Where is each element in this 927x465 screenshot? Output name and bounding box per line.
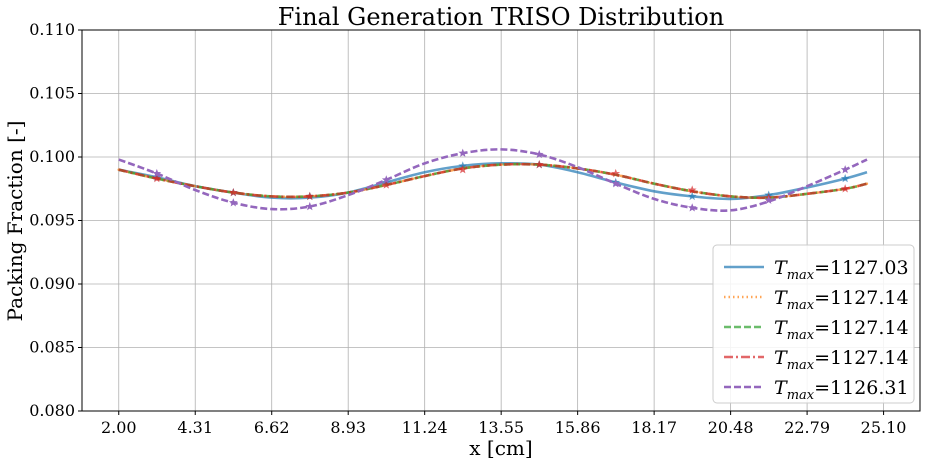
series-5-marker bbox=[840, 165, 850, 174]
legend-symbol: T bbox=[774, 317, 788, 339]
x-tick-label: 18.17 bbox=[631, 418, 677, 437]
x-tick-label: 25.10 bbox=[861, 418, 907, 437]
legend-subscript: max bbox=[787, 328, 815, 343]
series-4-marker bbox=[305, 191, 315, 201]
legend-entry-5: Tmax=1126.31 bbox=[774, 377, 909, 403]
series-4-marker bbox=[534, 160, 544, 169]
legend-entry-4: Tmax=1127.14 bbox=[774, 347, 909, 373]
legend-entry-2: Tmax=1127.14 bbox=[774, 287, 909, 313]
series-5-marker bbox=[152, 168, 162, 178]
x-tick-label: 13.55 bbox=[478, 418, 524, 437]
series-4-marker bbox=[152, 173, 162, 183]
x-axis-label: x [cm] bbox=[469, 436, 532, 460]
series-4-marker bbox=[381, 180, 391, 189]
x-tick-label: 22.79 bbox=[784, 418, 830, 437]
legend-value: =1127.03 bbox=[814, 257, 909, 279]
y-tick-label: 0.085 bbox=[29, 338, 75, 357]
chart-title: Final Generation TRISO Distribution bbox=[278, 3, 724, 31]
legend-entry-3: Tmax=1127.14 bbox=[774, 317, 909, 343]
series-5-marker bbox=[611, 179, 621, 188]
x-tick-label: 15.86 bbox=[555, 418, 601, 437]
series-5-marker bbox=[687, 203, 697, 212]
legend-box bbox=[712, 244, 915, 404]
series-4-marker bbox=[840, 184, 850, 193]
legend-symbol: T bbox=[774, 287, 788, 309]
y-tick-label: 0.110 bbox=[29, 20, 75, 39]
legend-value: =1126.31 bbox=[814, 377, 909, 399]
series-5-marker bbox=[764, 195, 774, 204]
legend-subscript: max bbox=[787, 358, 815, 373]
legend-entry-1: Tmax=1127.03 bbox=[774, 257, 909, 283]
series-4-marker bbox=[611, 168, 621, 178]
series-line-4 bbox=[118, 162, 868, 200]
legend-value: =1127.14 bbox=[814, 317, 909, 339]
y-tick-label: 0.090 bbox=[29, 274, 75, 293]
series-4-marker bbox=[458, 165, 468, 174]
series-5-marker bbox=[381, 175, 391, 184]
plot-series bbox=[117, 148, 869, 212]
y-tick-label: 0.095 bbox=[29, 211, 75, 230]
x-tick-label: 4.31 bbox=[177, 418, 213, 437]
series-4-marker bbox=[687, 185, 697, 194]
legend-subscript: max bbox=[787, 268, 815, 283]
x-tick-label: 11.24 bbox=[402, 418, 448, 437]
legend-symbol: T bbox=[774, 257, 788, 279]
x-tick-label: 6.62 bbox=[254, 418, 290, 437]
legend-subscript: max bbox=[787, 388, 815, 403]
x-tick-label: 20.48 bbox=[708, 418, 754, 437]
series-line-5 bbox=[118, 148, 868, 212]
series-1-marker bbox=[687, 191, 697, 201]
y-tick-label: 0.080 bbox=[29, 401, 75, 420]
x-tick-label: 8.93 bbox=[330, 418, 366, 437]
axis-ticks: 2.00 4.31 6.62 8.93 11.24 13.55 15.86 18.17 20.4… bbox=[29, 20, 906, 437]
series-4-marker bbox=[228, 187, 238, 197]
y-axis-label: Packing Fraction [-] bbox=[3, 121, 27, 322]
legend-value: =1127.14 bbox=[814, 287, 909, 309]
series-1-marker bbox=[840, 173, 850, 183]
series-5-marker bbox=[534, 149, 544, 159]
legend-subscript: max bbox=[787, 298, 815, 313]
legend-value: =1127.14 bbox=[814, 347, 909, 369]
legend-symbol: T bbox=[774, 347, 788, 369]
legend-symbol: T bbox=[774, 377, 788, 399]
series-5-marker bbox=[305, 201, 315, 211]
series-5-marker bbox=[228, 198, 238, 207]
series-5-marker bbox=[458, 148, 468, 157]
x-tick-label: 2.00 bbox=[101, 418, 137, 437]
y-tick-label: 0.100 bbox=[29, 147, 75, 166]
legend: Tmax=1127.03Tmax=1127.14Tmax=1127.14Tmax… bbox=[712, 244, 915, 404]
y-tick-label: 0.105 bbox=[29, 84, 75, 103]
